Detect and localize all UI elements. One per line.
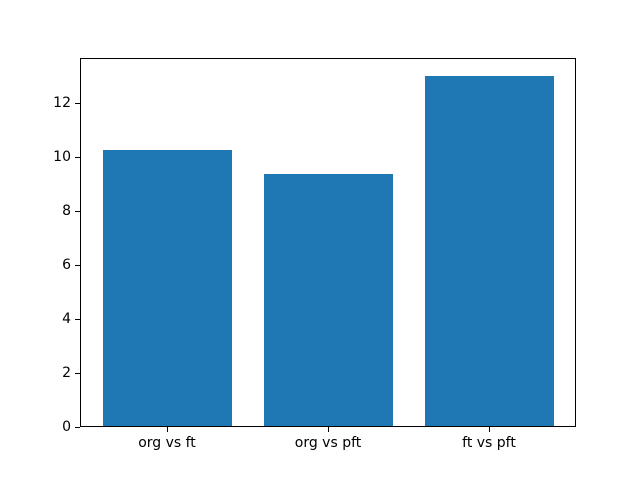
bar-ft-vs-pft bbox=[425, 76, 554, 427]
xtick-label-org-vs-ft: org vs ft bbox=[138, 435, 196, 451]
ytick-mark-6 bbox=[75, 265, 80, 266]
ytick-mark-10 bbox=[75, 157, 80, 158]
ytick-mark-4 bbox=[75, 319, 80, 320]
xtick-mark-org-vs-pft bbox=[328, 427, 329, 432]
ytick-mark-8 bbox=[75, 211, 80, 212]
ytick-label-2: 2 bbox=[62, 365, 71, 381]
xtick-mark-ft-vs-pft bbox=[489, 427, 490, 432]
ytick-mark-0 bbox=[75, 427, 80, 428]
xtick-mark-org-vs-ft bbox=[167, 427, 168, 432]
ytick-label-4: 4 bbox=[62, 311, 71, 327]
ytick-mark-12 bbox=[75, 103, 80, 104]
xtick-label-org-vs-pft: org vs pft bbox=[294, 435, 362, 451]
ytick-label-12: 12 bbox=[53, 95, 71, 111]
bar-org-vs-ft bbox=[103, 150, 232, 427]
ytick-mark-2 bbox=[75, 373, 80, 374]
xtick-label-ft-vs-pft: ft vs pft bbox=[462, 435, 516, 451]
ytick-label-10: 10 bbox=[53, 149, 71, 165]
bar-org-vs-pft bbox=[264, 174, 393, 427]
ytick-label-0: 0 bbox=[62, 419, 71, 435]
ytick-label-6: 6 bbox=[62, 257, 71, 273]
ytick-label-8: 8 bbox=[62, 203, 71, 219]
